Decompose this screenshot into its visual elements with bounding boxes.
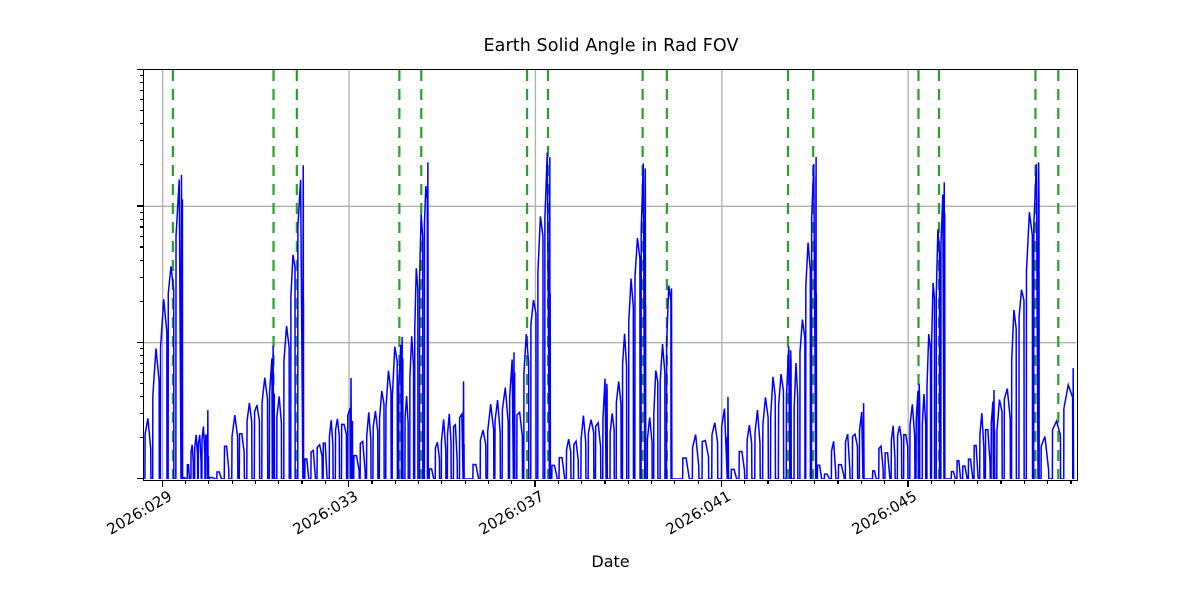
x-tick-minor-mark (254, 481, 257, 485)
x-tick-label: 2026:041 (662, 487, 734, 539)
y-tick-minor-mark (139, 362, 143, 364)
x-tick-minor-mark (464, 481, 466, 485)
x-tick-minor-mark (557, 481, 559, 485)
y-tick-minor-mark (139, 123, 143, 125)
y-tick-minor-mark (139, 235, 143, 237)
y-tick-minor-mark (139, 259, 143, 261)
y-tick-minor-mark (139, 164, 143, 166)
x-tick-mark (907, 481, 909, 487)
x-axis-label: Date (591, 552, 630, 571)
chart-title: Earth Solid Angle in Rad FOV (483, 36, 739, 56)
y-tick-minor-mark (139, 82, 143, 84)
x-tick-minor-mark (394, 481, 396, 485)
x-tick-minor-mark (744, 481, 746, 485)
x-tick-minor-mark (487, 481, 490, 485)
x-tick-minor-mark (860, 481, 862, 485)
x-tick-label: 2026:033 (289, 487, 362, 539)
x-tick-minor-mark (184, 481, 187, 485)
y-tick-minor-mark (139, 211, 143, 213)
y-tick-minor-mark (139, 300, 143, 302)
x-tick-minor-mark (883, 481, 886, 485)
y-tick-minor-mark (139, 110, 143, 112)
x-tick-mark (348, 481, 350, 487)
x-tick-minor-mark (697, 481, 699, 485)
y-tick-minor-mark (139, 218, 143, 220)
x-tick-mark (720, 481, 723, 487)
y-tick-minor-mark (139, 99, 143, 101)
x-tick-minor-mark (208, 481, 210, 485)
y-tick-minor-mark (139, 90, 143, 92)
y-tick-mark (137, 341, 143, 344)
x-tick-minor-mark (441, 481, 443, 485)
x-tick-minor-mark (953, 481, 956, 485)
y-tick-minor-mark (139, 276, 143, 278)
x-tick-minor-mark (650, 481, 653, 485)
y-tick-minor-mark (139, 246, 143, 248)
x-tick-minor-mark (837, 481, 839, 485)
y-tick-minor-mark (139, 226, 143, 228)
y-tick-mark (137, 69, 143, 71)
y-tick-minor-mark (139, 347, 143, 350)
x-tick-minor-mark (231, 481, 233, 485)
plot-svg (144, 70, 1076, 479)
x-tick-minor-mark (301, 481, 303, 485)
x-tick-label: 2026:029 (103, 487, 175, 539)
x-tick-minor-mark (324, 481, 326, 485)
x-tick-minor-mark (790, 481, 792, 485)
plot-area[interactable] (143, 69, 1078, 481)
x-tick-minor-mark (627, 481, 629, 485)
y-tick-minor-mark (139, 371, 143, 374)
x-tick-mark (161, 481, 164, 487)
y-tick-minor-mark (139, 354, 143, 357)
x-tick-minor-mark (767, 481, 769, 485)
x-tick-minor-mark (417, 481, 420, 485)
x-tick-label: 2026:037 (476, 487, 548, 539)
x-tick-minor-mark (371, 481, 373, 485)
x-tick-minor-mark (674, 481, 676, 485)
data-series-line (144, 152, 1075, 479)
x-tick-minor-mark (278, 481, 280, 485)
y-tick-minor-mark (139, 395, 143, 398)
x-tick-minor-mark (930, 481, 932, 485)
x-tick-minor-mark (1000, 481, 1002, 485)
x-tick-minor-mark (1047, 481, 1049, 485)
x-tick-minor-mark (1070, 481, 1072, 485)
x-tick-minor-mark (511, 481, 513, 485)
y-tick-minor-mark (139, 412, 143, 415)
y-tick-mark (137, 478, 143, 480)
x-tick-minor-mark (977, 481, 979, 485)
x-tick-minor-mark (814, 481, 816, 485)
y-tick-minor-mark (139, 436, 143, 439)
x-tick-minor-mark (581, 481, 583, 485)
y-tick-minor-mark (139, 140, 143, 142)
x-tick-minor-mark (1023, 481, 1025, 485)
x-tick-minor-mark (604, 481, 606, 485)
x-tick-label: 2026:045 (849, 487, 921, 539)
y-tick-mark (137, 205, 143, 207)
x-tick-mark (534, 481, 536, 487)
y-tick-minor-mark (139, 382, 143, 384)
y-tick-minor-mark (139, 75, 143, 77)
